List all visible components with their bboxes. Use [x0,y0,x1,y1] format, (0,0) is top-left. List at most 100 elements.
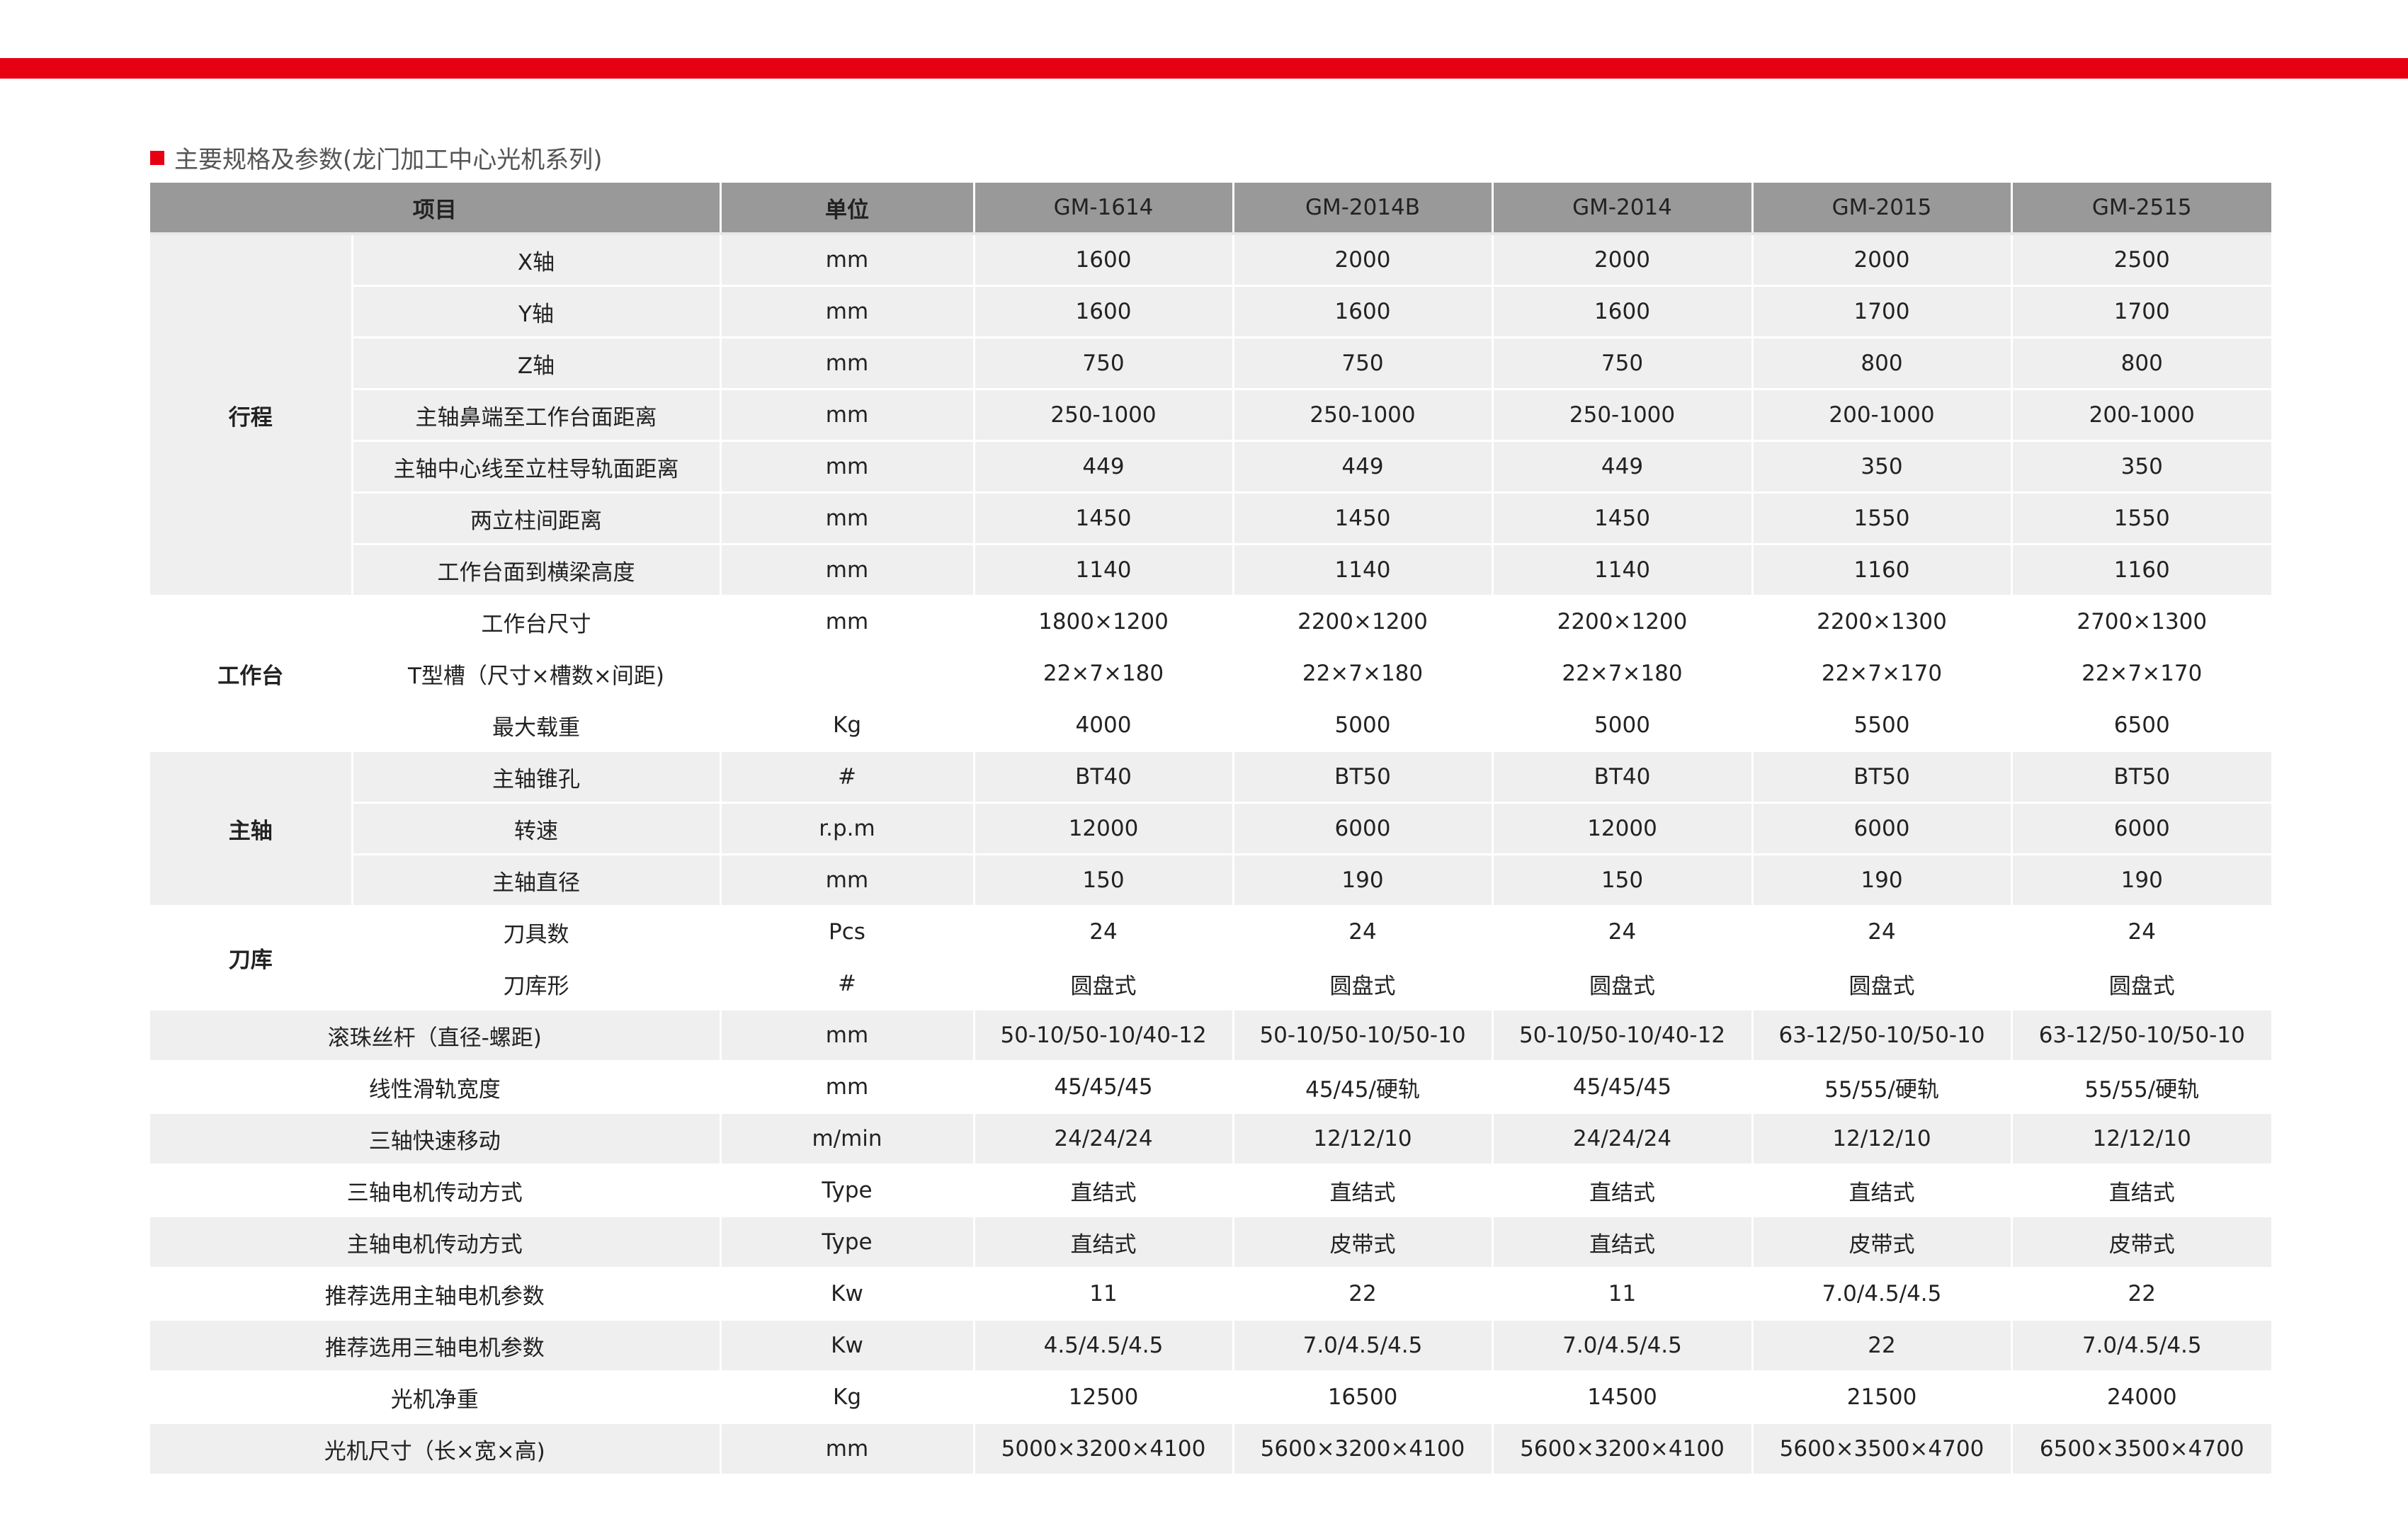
value-cell: 2200×1200 [1233,596,1494,649]
spec-table-body: 行程 X轴 mm 1600 2000 2000 2000 2500 Y轴 mm 1600 1600 16… [150,234,2271,1476]
item-label: 推荐选用三轴电机参数 [150,1319,722,1372]
item-label: 转速 [352,802,722,855]
item-label: 主轴直径 [352,854,722,907]
value-cell: 12/12/10 [1752,1112,2013,1166]
value-cell: 5500 [1752,699,2013,752]
table-row: Y轴 mm 1600 1600 1600 1700 1700 [150,285,2271,338]
value-cell: 4.5/4.5/4.5 [974,1319,1234,1372]
group-label: 工作台 [150,596,353,752]
value-cell: BT40 [974,751,1234,804]
value-cell: 1450 [974,492,1234,545]
item-label: 推荐选用主轴电机参数 [150,1268,722,1321]
item-label: 线性滑轨宽度 [150,1061,722,1114]
value-cell: 5600×3200×4100 [1492,1423,1754,1476]
value-cell: 22 [1233,1268,1494,1321]
item-label: 刀库形 [352,957,722,1011]
table-row: Z轴 mm 750 750 750 800 800 [150,337,2271,390]
unit-cell: mm [720,285,975,338]
value-cell: 250-1000 [974,389,1234,442]
table-row: 最大载重 Kg 4000 5000 5000 5500 6500 [150,699,2271,752]
value-cell: 1600 [1233,285,1494,338]
unit-cell: Kg [720,1371,975,1424]
item-label: 工作台面到横梁高度 [352,544,722,597]
table-row: T型槽（尺寸×槽数×间距) 22×7×180 22×7×180 22×7×180 22×… [150,647,2271,700]
unit-cell [720,647,975,700]
value-cell: 直结式 [1492,1216,1754,1269]
unit-cell: mm [720,492,975,545]
value-cell: 22 [2011,1268,2271,1321]
value-cell: 449 [1233,440,1494,494]
value-cell: 12000 [974,802,1234,855]
value-cell: 24 [1233,906,1494,959]
value-cell: 449 [974,440,1234,494]
value-cell: 12500 [974,1371,1234,1424]
table-row: 刀库形 # 圆盘式 圆盘式 圆盘式 圆盘式 圆盘式 [150,957,2271,1011]
header-model: GM-1614 [974,183,1234,235]
value-cell: 55/55/硬轨 [1752,1061,2013,1114]
value-cell: 直结式 [974,1164,1234,1217]
unit-cell: Kw [720,1319,975,1372]
value-cell: 22×7×180 [1233,647,1494,700]
table-row: 三轴快速移动 m/min 24/24/24 12/12/10 24/24/24 12/12… [150,1112,2271,1166]
unit-cell: mm [720,544,975,597]
value-cell: 2000 [1752,234,2013,287]
value-cell: 1700 [2011,285,2271,338]
table-row: 三轴电机传动方式 Type 直结式 直结式 直结式 直结式 直结式 [150,1164,2271,1217]
value-cell: 1800×1200 [974,596,1234,649]
table-row: 刀库 刀具数 Pcs 24 24 24 24 24 [150,906,2271,1011]
unit-cell: Pcs [720,906,975,959]
table-row: 主轴鼻端至工作台面距离 mm 250-1000 250-1000 250-1000 200… [150,389,2271,442]
header-item: 项目 [150,183,722,235]
value-cell: 1600 [1492,285,1754,338]
value-cell: 1140 [1492,544,1754,597]
group-label: 主轴 [150,751,353,907]
item-label: Z轴 [352,337,722,390]
item-label: 滚珠丝杆（直径-螺距) [150,1009,722,1062]
value-cell: 12000 [1492,802,1754,855]
value-cell: 5000×3200×4100 [974,1423,1234,1476]
value-cell: 直结式 [1492,1164,1754,1217]
value-cell: 2200×1200 [1492,596,1754,649]
unit-cell: mm [720,1423,975,1476]
unit-cell: Kg [720,699,975,752]
item-label: 主轴中心线至立柱导轨面距离 [352,440,722,494]
unit-cell: Type [720,1216,975,1269]
table-row: 主轴中心线至立柱导轨面距离 mm 449 449 449 350 350 [150,440,2271,494]
value-cell: 6500×3500×4700 [2011,1423,2271,1476]
table-row: 工作台面到横梁高度 mm 1140 1140 1140 1160 1160 [150,544,2271,597]
header-model: GM-2015 [1752,183,2013,235]
value-cell: 150 [1492,854,1754,907]
unit-cell: m/min [720,1112,975,1166]
header-row: 项目 单位 GM-1614 GM-2014B GM-2014 GM-2015 G… [150,183,2271,235]
group-label: 刀库 [150,906,353,1011]
table-row: 线性滑轨宽度 mm 45/45/45 45/45/硬轨 45/45/45 55/55/硬轨… [150,1061,2271,1114]
value-cell: 190 [1233,854,1494,907]
value-cell: 22 [1752,1319,2013,1372]
value-cell: 750 [1492,337,1754,390]
unit-cell: r.p.m [720,802,975,855]
unit-cell: mm [720,389,975,442]
unit-cell: Kw [720,1268,975,1321]
value-cell: 圆盘式 [1233,957,1494,1011]
value-cell: 2000 [1492,234,1754,287]
unit-cell: mm [720,1009,975,1062]
table-row: 转速 r.p.m 12000 6000 12000 6000 6000 [150,802,2271,855]
table-row: 主轴电机传动方式 Type 直结式 皮带式 直结式 皮带式 皮带式 [150,1216,2271,1269]
value-cell: 1140 [1233,544,1494,597]
value-cell: 1450 [1492,492,1754,545]
value-cell: 1600 [974,234,1234,287]
value-cell: 5600×3200×4100 [1233,1423,1494,1476]
section-title: 主要规格及参数(龙门加工中心光机系列) [150,140,603,175]
table-row: 推荐选用主轴电机参数 Kw 11 22 11 7.0/4.5/4.5 22 [150,1268,2271,1321]
unit-cell: mm [720,596,975,649]
value-cell: 190 [1752,854,2013,907]
value-cell: 直结式 [1752,1164,2013,1217]
item-label: 光机净重 [150,1371,722,1424]
value-cell: 750 [974,337,1234,390]
item-label: 光机尺寸（长×宽×高) [150,1423,722,1476]
value-cell: 1140 [974,544,1234,597]
value-cell: 150 [974,854,1234,907]
unit-cell: # [720,751,975,804]
value-cell: 1160 [1752,544,2013,597]
table-row: 推荐选用三轴电机参数 Kw 4.5/4.5/4.5 7.0/4.5/4.5 7.0/4.… [150,1319,2271,1372]
